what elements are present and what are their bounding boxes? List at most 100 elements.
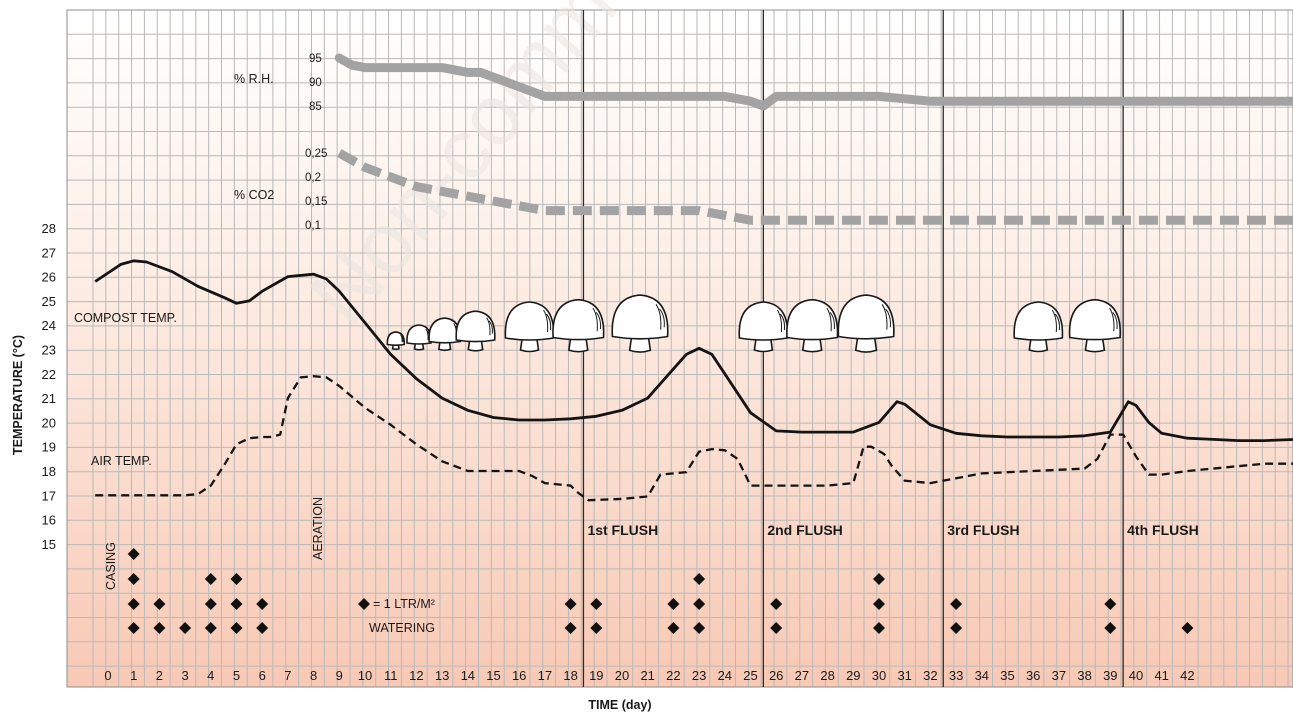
watering-diamond — [127, 548, 140, 560]
x-tick-label: 5 — [233, 668, 240, 683]
watering-diamond — [127, 573, 140, 585]
mushroom-icon — [786, 298, 839, 353]
y-tick-label: 28 — [42, 221, 56, 236]
watering-diamond — [564, 598, 577, 610]
x-tick-label: 4 — [207, 668, 214, 683]
x-tick-label: 8 — [310, 668, 317, 683]
x-tick-label: 1 — [130, 668, 137, 683]
watering-diamond — [153, 622, 166, 634]
x-tick-label: 15 — [486, 668, 500, 683]
y-tick-label: 21 — [42, 391, 56, 406]
y-tick-label: 16 — [42, 513, 56, 528]
y-axis-title: TEMPERATURE (°C) — [11, 335, 25, 455]
x-tick-label: 11 — [384, 668, 398, 683]
mushroom-icon — [1013, 301, 1064, 353]
rh-label: % R.H. — [234, 72, 274, 86]
x-tick-label: 14 — [461, 668, 475, 683]
aeration-label: AERATION — [311, 497, 325, 560]
flush-label: 4th FLUSH — [1127, 522, 1199, 538]
watering-diamond — [204, 622, 217, 634]
watering-diamond — [230, 598, 243, 610]
series-group — [94, 53, 1293, 502]
x-tick-label: 27 — [795, 668, 809, 683]
y-tick-label: 25 — [42, 294, 56, 309]
mushroom-cap — [738, 301, 789, 341]
x-tick-label: 24 — [718, 668, 732, 683]
x-tick-label: 6 — [259, 668, 266, 683]
watering-diamond — [1104, 622, 1117, 634]
mushroom-gills — [400, 334, 404, 343]
mushroom-cap — [455, 310, 496, 343]
watering-diamond — [770, 598, 783, 610]
rh-tick-label: 85 — [309, 101, 322, 113]
watering-diamond — [873, 573, 885, 585]
x-tick-label: 20 — [615, 668, 629, 683]
watering-diamond — [693, 622, 706, 634]
x-tick-label: 12 — [409, 668, 423, 683]
watering-diamond — [950, 598, 963, 610]
watering-unit-label: = 1 LTR/M² — [373, 597, 435, 611]
air-temp-line — [95, 375, 1293, 502]
y-tick-label: 24 — [42, 318, 56, 333]
watering-diamond — [950, 622, 963, 634]
x-tick-label: 17 — [538, 668, 552, 683]
watering-markers — [127, 548, 1194, 634]
watering-diamond — [873, 622, 885, 634]
mushroom-gills — [776, 309, 786, 333]
x-tick-label: 37 — [1052, 668, 1066, 683]
mushroom-icon — [738, 301, 789, 353]
x-tick-label: 9 — [336, 668, 343, 683]
compost-label: COMPOST TEMP. — [74, 311, 177, 325]
mushroom-cap — [386, 331, 406, 346]
mushroom-cap — [1013, 301, 1064, 341]
compost-temp-line — [94, 259, 1293, 442]
watering-diamond — [256, 598, 269, 610]
watering-diamond — [1104, 598, 1117, 610]
mushroom-cap — [552, 298, 605, 341]
watering-diamond — [873, 598, 885, 610]
watering-diamond — [590, 598, 603, 610]
co2-series-line — [337, 149, 1293, 225]
x-tick-label: 32 — [923, 668, 937, 683]
mushroom-cap — [406, 324, 432, 345]
watering-diamond — [693, 598, 706, 610]
x-tick-label: 40 — [1129, 668, 1143, 683]
mushroom-gills — [655, 304, 665, 330]
mushroom-icon — [428, 317, 462, 352]
watering-diamond — [230, 573, 243, 585]
watering-diamond — [693, 573, 706, 585]
y-tick-label: 22 — [42, 367, 56, 382]
flush-label: 3rd FLUSH — [947, 522, 1019, 538]
watering-diamond — [153, 598, 166, 610]
x-tick-label: 25 — [743, 668, 757, 683]
flush-label: 2nd FLUSH — [767, 522, 842, 538]
mushroom-gills — [486, 317, 493, 336]
mushroom-cap — [837, 294, 895, 340]
x-tick-label: 18 — [563, 668, 577, 683]
co2-label: % CO2 — [234, 188, 274, 202]
watering-legend-diamond — [358, 598, 370, 610]
x-tick-label: 38 — [1077, 668, 1091, 683]
x-tick-label: 39 — [1103, 668, 1117, 683]
x-tick-label: 13 — [435, 668, 449, 683]
mushroom-gills — [1051, 309, 1060, 333]
mushroom-icon — [1068, 298, 1121, 353]
mushroom-cap — [1068, 298, 1121, 341]
x-tick-label: 2 — [156, 668, 163, 683]
air-label: AIR TEMP. — [91, 454, 152, 468]
mushroom-gills — [592, 307, 602, 332]
x-tick-label: 7 — [284, 668, 291, 683]
mushroom-icon — [611, 294, 669, 353]
x-tick-label: 0 — [104, 668, 111, 683]
mushroom-icon — [552, 298, 605, 353]
rh-tick-label: 95 — [309, 53, 322, 65]
mushroom-cap — [504, 301, 555, 341]
mushroom-gills — [1109, 307, 1118, 332]
x-tick-label: 23 — [692, 668, 706, 683]
y-tick-label: 18 — [42, 464, 56, 479]
watering-diamond — [127, 622, 140, 634]
mushroom-icon — [504, 301, 555, 353]
watering-diamond — [127, 598, 140, 610]
x-tick-label: 42 — [1180, 668, 1194, 683]
x-tick-label: 21 — [640, 668, 654, 683]
